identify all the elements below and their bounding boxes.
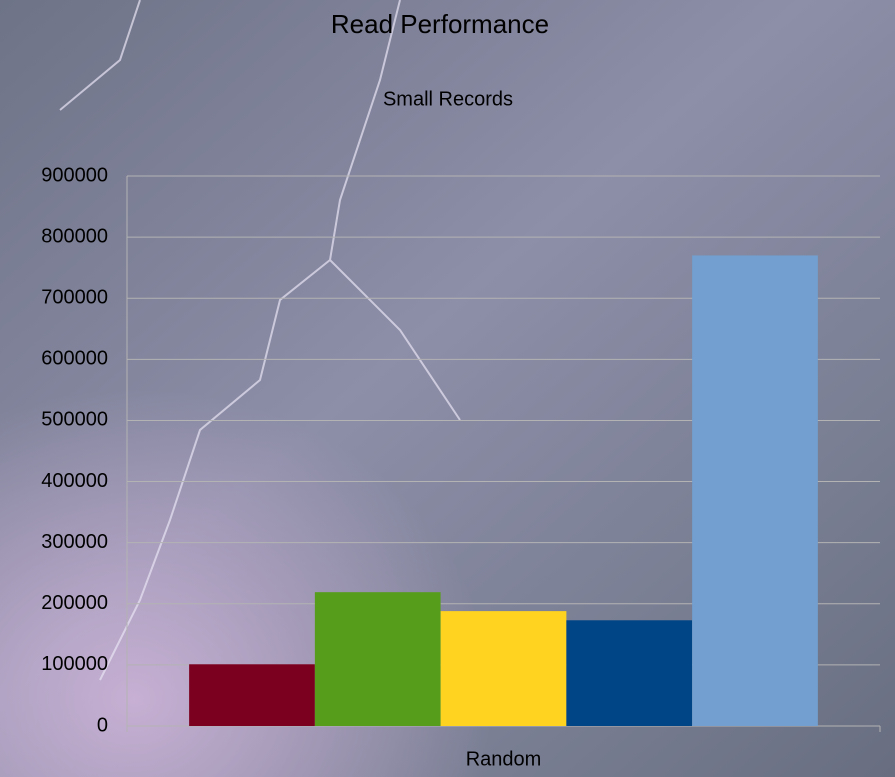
y-tick-label: 300000 xyxy=(41,531,108,553)
y-tick-label: 0 xyxy=(97,714,108,736)
bar xyxy=(692,255,818,726)
chart: Read Performance Small Records 0 100000 20… xyxy=(0,0,895,777)
bar xyxy=(441,611,567,726)
y-tick-label: 900000 xyxy=(41,164,108,186)
chart-subtitle: Small Records xyxy=(383,88,513,110)
y-tick-label: 600000 xyxy=(41,348,108,370)
y-tick-label: 700000 xyxy=(41,287,108,309)
y-tick-label: 500000 xyxy=(41,409,108,431)
y-tick-label: 800000 xyxy=(41,225,108,247)
y-tick-label: 400000 xyxy=(41,470,108,492)
bar xyxy=(566,620,692,726)
bar xyxy=(315,592,441,726)
x-tick-label: Random xyxy=(466,748,542,770)
y-tick-label: 200000 xyxy=(41,592,108,614)
bar xyxy=(189,664,315,726)
chart-title: Read Performance xyxy=(331,9,549,39)
page: Read Performance Small Records 0 100000 20… xyxy=(0,0,895,777)
y-tick-label: 100000 xyxy=(41,653,108,675)
